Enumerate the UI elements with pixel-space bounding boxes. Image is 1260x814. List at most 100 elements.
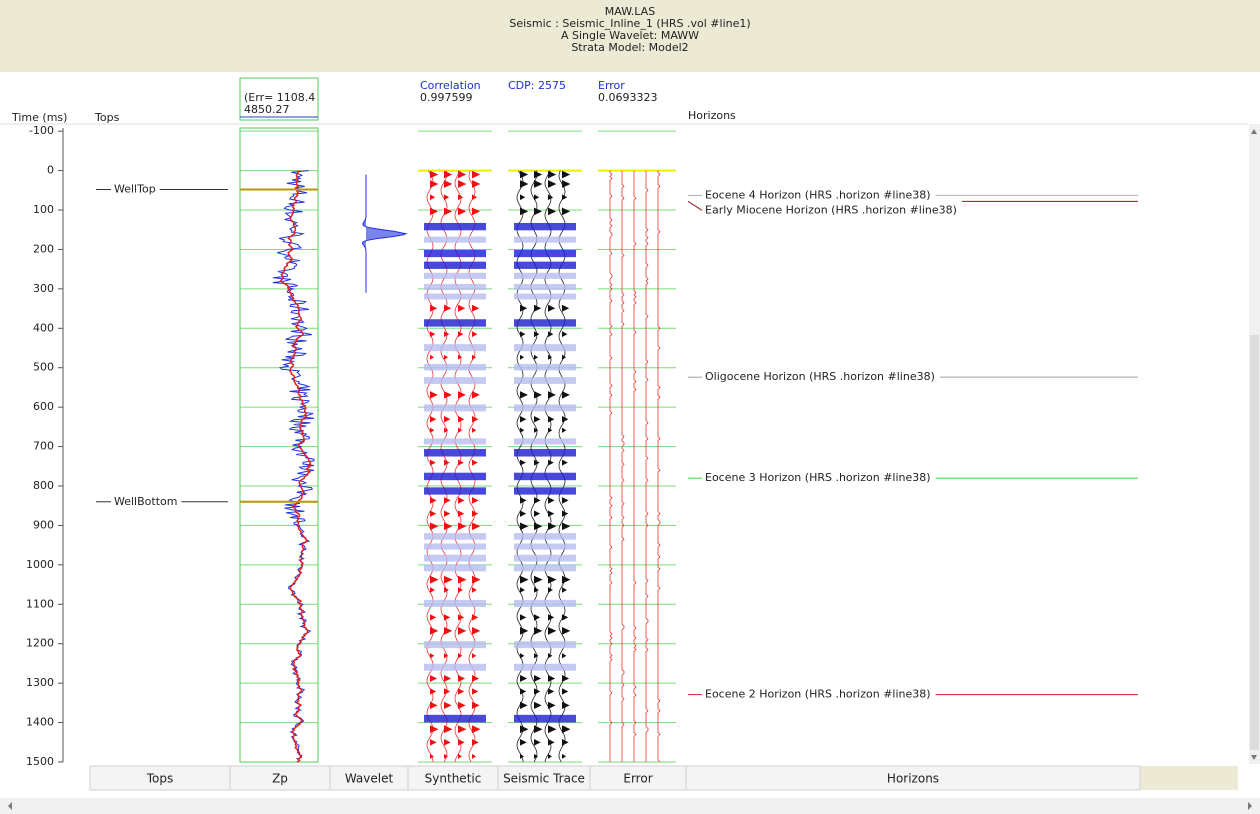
error-trace: [645, 170, 649, 762]
time-tick-label: 1300: [26, 676, 54, 689]
peak: [430, 587, 435, 593]
peak: [548, 391, 556, 399]
correlation-value: 0.997599: [420, 91, 473, 104]
trough: [424, 249, 486, 258]
trough: [514, 487, 576, 495]
error-value: 0.0693323: [598, 91, 658, 104]
footer-tab[interactable]: [497, 765, 591, 791]
trough: [514, 363, 576, 371]
header-line: Strata Model: Model2: [571, 41, 688, 54]
peak: [534, 701, 542, 710]
peak: [534, 614, 541, 621]
peak: [562, 753, 567, 759]
peak: [444, 510, 451, 517]
horizon-label: Eocene 4 Horizon (HRS .horizon #line38): [705, 188, 931, 201]
peak: [562, 522, 571, 531]
time-header: Time (ms): [11, 111, 67, 124]
time-tick-label: 1400: [26, 716, 54, 729]
peak: [562, 738, 569, 746]
horizon-label: Eocene 2 Horizon (HRS .horizon #line38): [705, 688, 931, 701]
peak: [430, 391, 438, 399]
footer-tab-label[interactable]: Tops: [146, 772, 174, 786]
horizon-label: Eocene 3 Horizon (HRS .horizon #line38): [705, 471, 931, 484]
trough: [514, 641, 576, 649]
zp-track: [239, 127, 319, 763]
footer-tab-label[interactable]: Error: [623, 772, 652, 786]
trough: [514, 599, 576, 607]
peak: [562, 331, 568, 338]
time-tick-label: 900: [33, 518, 54, 531]
peak: [430, 510, 437, 517]
peak: [472, 170, 481, 179]
peak: [562, 170, 571, 179]
peak: [444, 701, 452, 710]
scroll-left[interactable]: [8, 802, 12, 810]
peak: [472, 497, 479, 504]
scroll-right[interactable]: [1248, 802, 1252, 810]
peak: [534, 653, 539, 659]
footer-tab-label[interactable]: Synthetic: [425, 772, 482, 786]
scroll-down[interactable]: [1251, 755, 1257, 760]
trough: [514, 564, 576, 572]
peak: [562, 459, 568, 466]
trough: [424, 714, 486, 723]
peak: [548, 207, 557, 216]
peak: [562, 587, 567, 593]
tops-header: Tops: [94, 111, 120, 124]
trough: [424, 543, 486, 550]
h-scrollbar[interactable]: [0, 798, 1260, 814]
trough: [514, 261, 576, 269]
peak: [444, 653, 449, 659]
zp-err: (Err= 1108.4: [244, 91, 315, 104]
footer-tab-label[interactable]: Zp: [272, 772, 288, 786]
footer-tab[interactable]: [685, 765, 1141, 791]
peak: [520, 614, 527, 621]
trough: [514, 236, 576, 243]
peak: [458, 510, 465, 517]
peak: [430, 207, 439, 216]
peak: [430, 194, 436, 201]
cdp-label: CDP: 2575: [508, 79, 566, 92]
top-label: WellTop: [114, 183, 156, 196]
footer-tab-label[interactable]: Wavelet: [345, 772, 394, 786]
peak: [520, 497, 527, 504]
footer-tab-label[interactable]: Seismic Trace: [503, 772, 585, 786]
peak: [534, 627, 543, 635]
horizon-lead: [687, 200, 703, 211]
peak: [562, 653, 567, 659]
footer-tab[interactable]: [89, 765, 231, 791]
peak: [444, 304, 452, 312]
horizon-label: Early Miocene Horizon (HRS .horizon #lin…: [705, 203, 957, 216]
footer-tab[interactable]: [407, 765, 499, 791]
peak: [562, 304, 570, 312]
peak: [520, 522, 529, 531]
peak: [548, 304, 556, 312]
peak: [520, 304, 528, 312]
trough: [424, 319, 486, 327]
peak: [458, 194, 464, 201]
peak: [548, 575, 557, 584]
peak: [534, 674, 542, 682]
peak: [430, 427, 435, 433]
v-scroll-thumb[interactable]: [1250, 335, 1259, 750]
top-label: WellBottom: [114, 495, 177, 508]
header-line: Seismic : Seismic_Inline_1 (HRS .vol #li…: [509, 17, 750, 30]
scroll-up[interactable]: [1251, 129, 1257, 134]
peak: [444, 427, 449, 433]
peak: [430, 753, 435, 759]
error-label: Error: [598, 79, 625, 92]
trough: [424, 344, 486, 352]
peak: [458, 415, 465, 423]
peak: [562, 497, 569, 504]
peak: [562, 194, 568, 201]
trough: [514, 344, 576, 352]
peak: [562, 725, 571, 734]
peak: [458, 354, 463, 360]
peak: [520, 207, 529, 216]
peak: [430, 304, 438, 312]
peak: [430, 331, 436, 338]
peak: [444, 207, 453, 216]
peak: [548, 497, 555, 504]
footer-tab-label[interactable]: Horizons: [887, 772, 939, 786]
